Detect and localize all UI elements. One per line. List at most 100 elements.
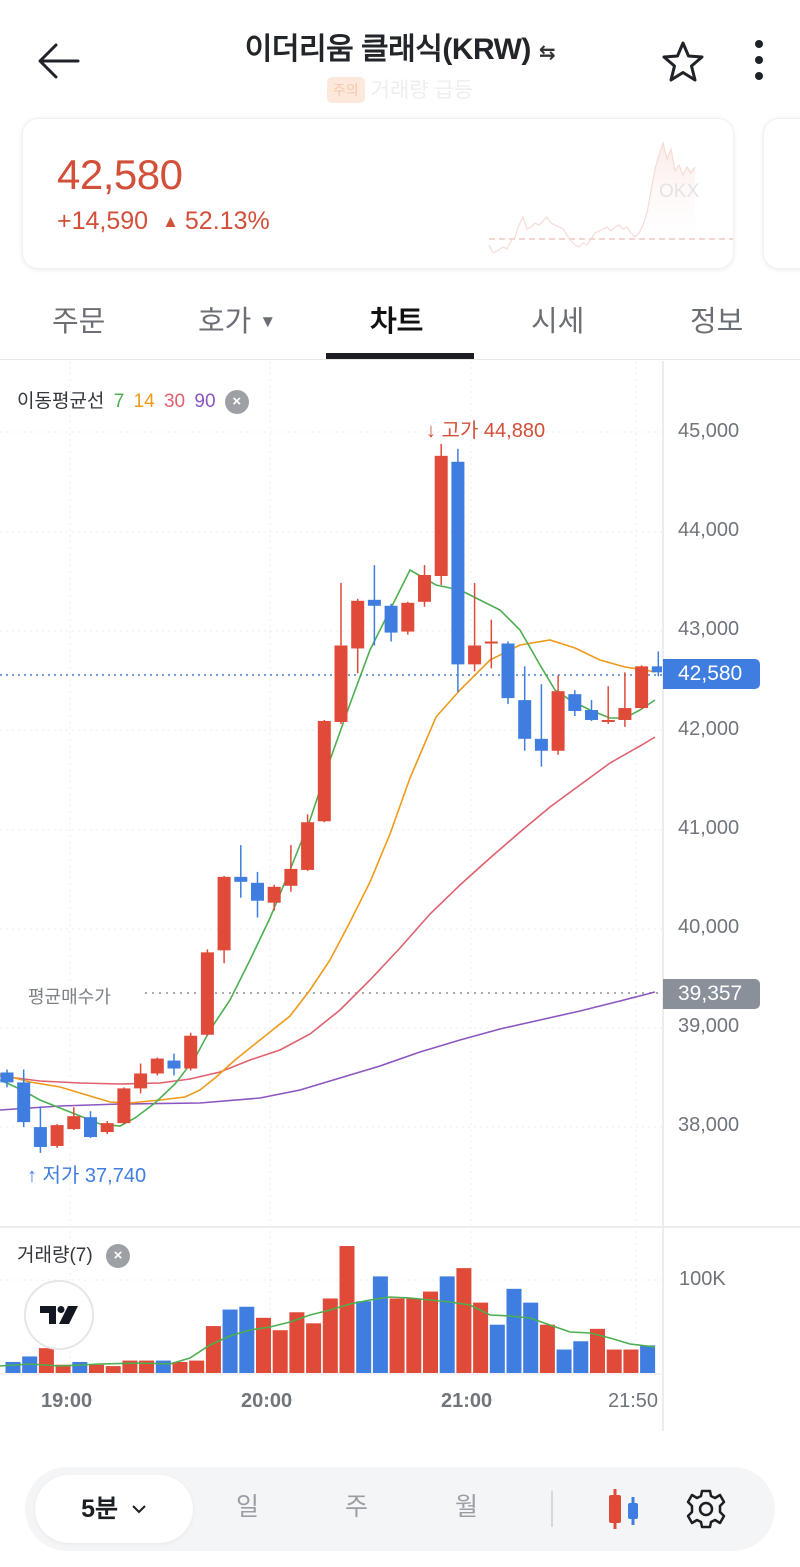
volume-bar (556, 1349, 572, 1373)
settings-button[interactable] (685, 1487, 727, 1531)
candle (334, 645, 348, 722)
candle (484, 641, 498, 644)
avg-buy-price-tag: 39,357 (663, 979, 760, 1009)
candle (518, 700, 532, 739)
price-change: +14,590 ▲ 52.13% (57, 207, 270, 236)
chart-toolbar: 5분 일 주 월 (25, 1467, 775, 1551)
tab-market-price[interactable]: 시세 (531, 298, 584, 340)
volume-bar (489, 1324, 505, 1373)
chart-type-button[interactable] (603, 1485, 647, 1533)
x-axis-label: 19:00 (41, 1390, 93, 1412)
volume-bar (439, 1276, 455, 1373)
dropdown-triangle-icon: ▼ (259, 312, 277, 331)
coin-name: 이더리움 클래식(KRW) (244, 33, 532, 66)
volume-bar (623, 1349, 639, 1373)
candle (251, 882, 264, 901)
tab-order[interactable]: 주문 (52, 298, 105, 340)
tradingview-logo[interactable] (24, 1280, 94, 1350)
ma7-line (0, 568, 656, 1127)
tab-info[interactable]: 정보 (690, 298, 743, 340)
tab-orderbook[interactable]: 호가 ▼ (198, 298, 276, 340)
ma90-line (0, 991, 656, 1111)
volume-bar (189, 1360, 205, 1373)
gear-icon (686, 1489, 726, 1529)
tab-orderbook-label: 호가 (198, 306, 252, 338)
candle (534, 738, 548, 751)
candle (84, 1117, 97, 1138)
swap-icon[interactable]: ⇆ (538, 42, 556, 64)
candle (317, 720, 331, 822)
current-price: 42,580 (57, 151, 183, 198)
y-axis-label: 43,000 (678, 618, 740, 640)
candlestick-icon (609, 1489, 638, 1529)
close-ma-icon[interactable]: × (224, 390, 249, 414)
tab-info-label: 정보 (690, 306, 744, 338)
candlestick-chart[interactable] (0, 361, 800, 1431)
interval-selector[interactable]: 5분 (35, 1475, 193, 1543)
change-amount: +14,590 (57, 207, 149, 235)
volume-bar (606, 1349, 622, 1373)
volume-bar (55, 1364, 71, 1373)
volume-bar (590, 1328, 605, 1373)
next-price-card[interactable] (763, 118, 800, 269)
volume-bar (289, 1312, 305, 1373)
candle (618, 708, 632, 720)
y-axis-label: 45,000 (678, 420, 740, 442)
ma30-label: 30 (163, 391, 186, 412)
favorite-button[interactable] (660, 40, 706, 84)
candle (33, 1127, 47, 1147)
ma-legend-label: 이동평균선 (17, 391, 105, 412)
tab-chart[interactable]: 차트 (370, 298, 423, 340)
candle (451, 461, 465, 665)
volume-bar (339, 1246, 355, 1373)
ma14-label: 14 (133, 391, 155, 412)
candle (0, 1072, 14, 1083)
x-axis-label: 20:00 (241, 1390, 293, 1412)
y-axis-label: 39,000 (678, 1015, 740, 1037)
candles (0, 443, 665, 1153)
y-axis-label: 41,000 (678, 817, 740, 839)
candle (551, 691, 565, 751)
more-options-button[interactable] (748, 38, 770, 84)
volume-bars (5, 1246, 656, 1373)
candle (585, 710, 598, 720)
volume-bar (372, 1276, 388, 1373)
candle (367, 599, 381, 606)
price-card[interactable]: 42,580 +14,590 ▲ 52.13% OKX (22, 118, 734, 269)
volume-bar (406, 1298, 422, 1373)
volume-bar (72, 1361, 88, 1373)
header: 이더리움 클래식(KRW) ⇆ 주의 거래량 급등 (0, 0, 800, 110)
close-volume-icon[interactable]: × (105, 1244, 130, 1268)
period-day-button[interactable]: 일 (236, 1493, 260, 1521)
candle (384, 605, 398, 633)
period-month-button[interactable]: 월 (455, 1493, 479, 1521)
warning-badge: 주의 (326, 77, 365, 103)
y-axis-divider (662, 361, 664, 1431)
ma90-label: 90 (194, 391, 216, 412)
ma-legend: 이동평균선 7 14 30 90 × (17, 386, 253, 414)
y-axis-label: 40,000 (678, 916, 740, 938)
x-axis-label: 21:00 (441, 1390, 493, 1412)
volume-bar (205, 1326, 221, 1373)
arrow-left-icon (38, 43, 80, 79)
period-week-button[interactable]: 주 (345, 1493, 369, 1521)
candle (150, 1058, 164, 1074)
current-price-tag: 42,580 (663, 659, 760, 689)
x-axis-label: 21:50 (608, 1390, 659, 1412)
high-price-annotation: ↓ 고가 44,880 (426, 420, 546, 442)
volume-pane-divider[interactable] (0, 1226, 800, 1228)
volume-bar (172, 1361, 188, 1373)
candle (501, 643, 515, 699)
y-axis-label: 44,000 (678, 519, 740, 541)
volume-bar (256, 1317, 271, 1373)
volume-bar (423, 1291, 438, 1373)
candle (134, 1073, 148, 1089)
volume-bar (473, 1302, 489, 1373)
candle (568, 694, 582, 712)
grid-lines (0, 361, 662, 1375)
ma7-label: 7 (113, 391, 125, 412)
volume-bar (89, 1364, 104, 1373)
change-percent: 52.13% (184, 207, 270, 235)
candle (601, 719, 615, 722)
back-button[interactable] (34, 38, 84, 84)
